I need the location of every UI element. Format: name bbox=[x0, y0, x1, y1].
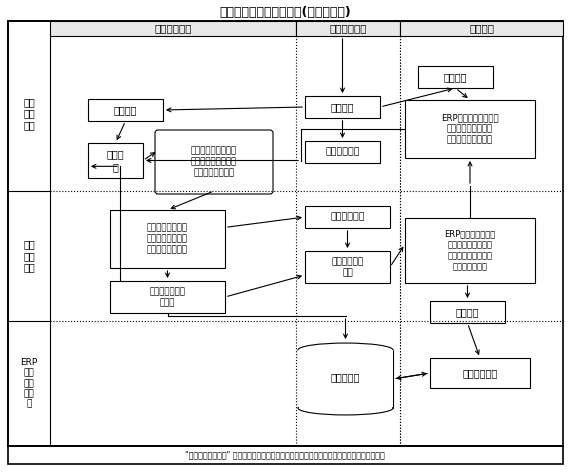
Ellipse shape bbox=[298, 401, 393, 415]
Text: 产品出库起运: 产品出库起运 bbox=[325, 148, 360, 157]
Text: 库区
管理
业务: 库区 管理 业务 bbox=[23, 239, 35, 273]
Bar bbox=[88, 99, 163, 121]
Bar bbox=[88, 143, 143, 178]
Text: 产品销货指令（客户
、产品规格、色号、
缸号、产品净重）: 产品销货指令（客户 、产品规格、色号、 缸号、产品净重） bbox=[191, 147, 237, 178]
Bar bbox=[305, 206, 390, 228]
Bar bbox=[430, 358, 530, 388]
Bar bbox=[110, 210, 225, 268]
Text: 容错算法运行: 容错算法运行 bbox=[463, 368, 497, 378]
Bar bbox=[50, 21, 296, 36]
Bar bbox=[405, 100, 535, 158]
Text: 出库件号记录
文件: 出库件号记录 文件 bbox=[331, 257, 364, 277]
Bar bbox=[430, 301, 505, 323]
Ellipse shape bbox=[298, 343, 393, 357]
Bar bbox=[418, 66, 493, 88]
Text: 存货检
索: 存货检 索 bbox=[107, 149, 124, 172]
Text: 错码触发: 错码触发 bbox=[456, 307, 479, 317]
Text: 销售供货: 销售供货 bbox=[331, 102, 354, 112]
Bar bbox=[305, 96, 380, 118]
Bar bbox=[305, 141, 380, 163]
Bar bbox=[298, 350, 393, 408]
Text: 数据库系统: 数据库系统 bbox=[331, 372, 360, 382]
Text: 产品
销售
业务: 产品 销售 业务 bbox=[23, 97, 35, 130]
Text: 实物配货（产品规
格、色号、缸号、
件数、产品净重）: 实物配货（产品规 格、色号、缸号、 件数、产品净重） bbox=[147, 223, 188, 255]
Text: 产成品库区产品销货流程(容错改进后): 产成品库区产品销货流程(容错改进后) bbox=[219, 7, 351, 20]
FancyBboxPatch shape bbox=[155, 130, 273, 194]
Text: 贷款结算: 贷款结算 bbox=[444, 72, 467, 82]
Text: ERP程序销售运行模块
（销售统计、贷款核
算、应收贷款记账）: ERP程序销售运行模块 （销售统计、贷款核 算、应收贷款记账） bbox=[441, 113, 499, 145]
Bar bbox=[8, 21, 563, 446]
Text: 客户需求: 客户需求 bbox=[114, 105, 137, 115]
Text: ERP
系统
数据
库支
排: ERP 系统 数据 库支 排 bbox=[21, 358, 38, 409]
Text: 业务指令执行: 业务指令执行 bbox=[154, 23, 192, 33]
Text: ERP程序仓储运行模
块（产品出库条码核
实、销货账务记录、
仓储存货变更）: ERP程序仓储运行模 块（产品出库条码核 实、销货账务记录、 仓储存货变更） bbox=[444, 229, 496, 272]
Text: 出库产品装车: 出库产品装车 bbox=[330, 212, 365, 221]
Text: 数据运行: 数据运行 bbox=[469, 23, 494, 33]
Bar bbox=[400, 21, 563, 36]
Text: 出库件号条码信
息采集: 出库件号条码信 息采集 bbox=[150, 287, 186, 307]
Bar bbox=[110, 281, 225, 313]
Text: "先起运后验证流程" 装车起运与数据验证没有时间依赖关系，错码处置作为系统内部运行过程: "先起运后验证流程" 装车起运与数据验证没有时间依赖关系，错码处置作为系统内部运… bbox=[185, 450, 385, 459]
Bar bbox=[296, 21, 400, 36]
Bar bbox=[8, 446, 563, 464]
Text: 产品实物流转: 产品实物流转 bbox=[329, 23, 367, 33]
Bar bbox=[305, 251, 390, 283]
Bar bbox=[299, 350, 393, 407]
Bar bbox=[405, 218, 535, 283]
